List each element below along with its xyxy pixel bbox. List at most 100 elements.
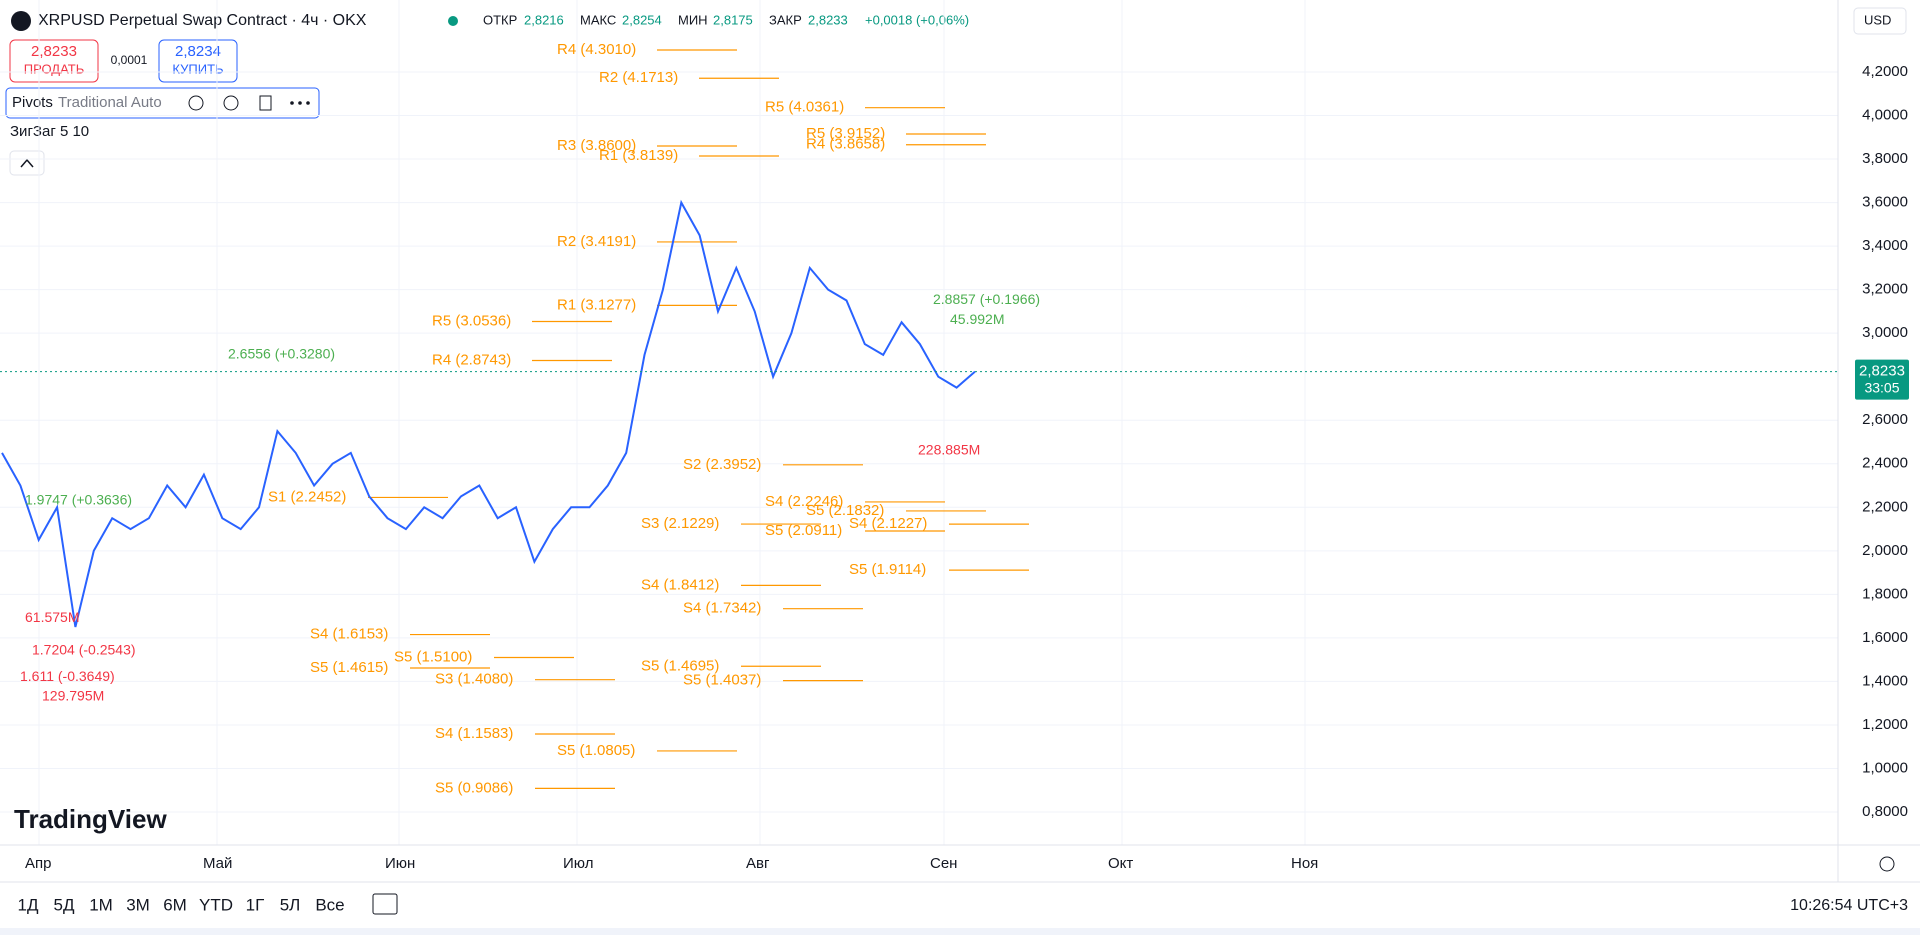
ohlc-value: 2,8254 [622,12,662,27]
pivot-label: S1 (2.2452) [268,488,346,505]
price-axis-label: 2,0000 [1862,542,1908,559]
pivot-label: R5 (3.9152) [806,125,885,142]
range-button[interactable]: 5Л [280,895,301,914]
clock: 10:26:54 UTC+3 [1790,897,1908,914]
price-axis-label: 1,0000 [1862,759,1908,776]
ohlc-value: 2,8175 [713,12,753,27]
pivot-label: S3 (2.1229) [641,515,719,532]
ohlc-value: 2,8216 [524,12,564,27]
time-axis-label: Май [203,855,232,872]
price-axis-label: 1,4000 [1862,672,1908,689]
plot-area: Апр Май Июн Июл Авг Сен Окт Ноя 4,2000 4,0000 3,80… [0,0,1908,872]
settings-icon[interactable] [223,95,239,111]
more-icon[interactable] [306,101,310,105]
price-axis-label: 1,6000 [1862,629,1908,646]
spread: 0,0001 [111,53,148,67]
eye-icon[interactable] [188,95,204,111]
price-axis-label: 2,4000 [1862,455,1908,472]
zigzag-label: 129.795M [42,687,104,703]
pivot-label: R2 (3.4191) [557,233,636,250]
time-axis-label: Апр [25,855,51,872]
pivot-label: R2 (4.1713) [599,69,678,86]
price-axis-label: 2,2000 [1862,498,1908,515]
indicator-pivots[interactable] [5,87,320,119]
zigzag-label: 2.6556 (+0.3280) [228,346,335,362]
ohlc-label: МИН [678,12,708,27]
time-axis-label: Июл [563,855,593,872]
pivot-label: S4 (1.8412) [641,576,719,593]
price-axis-label: 1,8000 [1862,585,1908,602]
buy-label[interactable]: КУПИТЬ [172,61,223,76]
pivot-label: S4 (2.2246) [765,493,843,510]
sell-label[interactable]: ПРОДАТЬ [24,61,85,76]
logo: TradingView [14,804,167,834]
price-axis-label: 3,0000 [1862,324,1908,341]
currency-button[interactable] [1853,7,1907,35]
bottom-bar [0,928,1920,935]
range-button[interactable]: 1Г [246,895,265,914]
countdown: 33:05 [1864,379,1899,395]
sell-price[interactable]: 2,8233 [31,43,77,60]
zigzag-label: 1.7204 (-0.2543) [32,642,136,658]
pivot-label: S2 (2.3952) [683,456,761,473]
time-axis-label: Сен [930,855,957,872]
pivot-label: R5 (3.0536) [432,312,511,329]
zigzag-label: 1.9747 (+0.3636) [25,491,132,507]
symbol-title: XRPUSD Perpetual Swap Contract · 4ч · OK… [38,12,367,29]
delete-icon[interactable] [259,95,272,111]
time-axis-label: Окт [1108,855,1133,872]
price-line [1,199,976,628]
pivot-label: S4 (1.6153) [310,626,388,643]
zigzag-label: 61.575M [25,609,79,625]
price-axis-label: 3,6000 [1862,194,1908,211]
range-button[interactable]: YTD [199,895,233,914]
price-axis-label: 2,6000 [1862,411,1908,428]
pivot-label: S5 (1.9114) [849,561,926,578]
last-price-tag [1855,359,1909,400]
indicator-zigzag: ЗигЗаг 5 10 [10,123,89,140]
pivot-label: S3 (1.4080) [435,671,513,688]
pivot-label: R4 (4.3010) [557,41,636,58]
pivot-label: R4 (2.8743) [432,352,511,369]
price-axis-label: 4,0000 [1862,106,1908,123]
pivot-label: S5 (1.4037) [683,672,761,689]
collapse-button[interactable] [9,150,45,176]
price-axis-label: 3,8000 [1862,150,1908,167]
range-button[interactable]: 3М [126,895,150,914]
pivot-label: S5 (1.0805) [557,742,635,759]
more-icon[interactable] [290,101,294,105]
pivot-label: S5 (2.0911) [765,522,842,539]
time-axis-label: Авг [746,855,770,872]
range-button[interactable]: 1М [89,895,113,914]
pivot-label: S4 (1.1583) [435,725,513,742]
pivot-label: S5 (1.4695) [641,657,719,674]
range-button[interactable]: 1Д [18,895,39,914]
collapse-icon [20,158,34,168]
buy-price[interactable]: 2,8234 [175,43,221,60]
pivot-label: S5 (2.1832) [806,502,884,519]
zigzag-label: 45.992M [950,311,1004,327]
price-axis-label: 4,2000 [1862,63,1908,80]
price-axis-label: 3,2000 [1862,281,1908,298]
time-axis-label: Ноя [1291,855,1318,872]
range-button[interactable]: 6М [163,895,187,914]
axis-settings-icon[interactable] [1879,856,1895,872]
range-button[interactable]: Все [315,895,344,914]
pivot-label: S4 (2.1227) [849,515,927,532]
pivot-label: R1 (3.8139) [599,147,678,164]
range-button[interactable]: 5Д [54,895,75,914]
pivot-label: R3 (3.8600) [557,137,636,154]
currency[interactable]: USD [1864,12,1891,27]
price-axis-label: 3,4000 [1862,237,1908,254]
pivot-label: R4 (3.8658) [806,136,885,153]
pivot-label: S5 (0.9086) [435,779,513,796]
zigzag-label: 228.885M [918,441,980,457]
pivot-label: R1 (3.1277) [557,296,636,313]
time-axis-label: Июн [385,855,415,872]
more-icon[interactable] [298,101,302,105]
market-status [448,16,458,26]
date-range-icon[interactable] [372,893,398,915]
